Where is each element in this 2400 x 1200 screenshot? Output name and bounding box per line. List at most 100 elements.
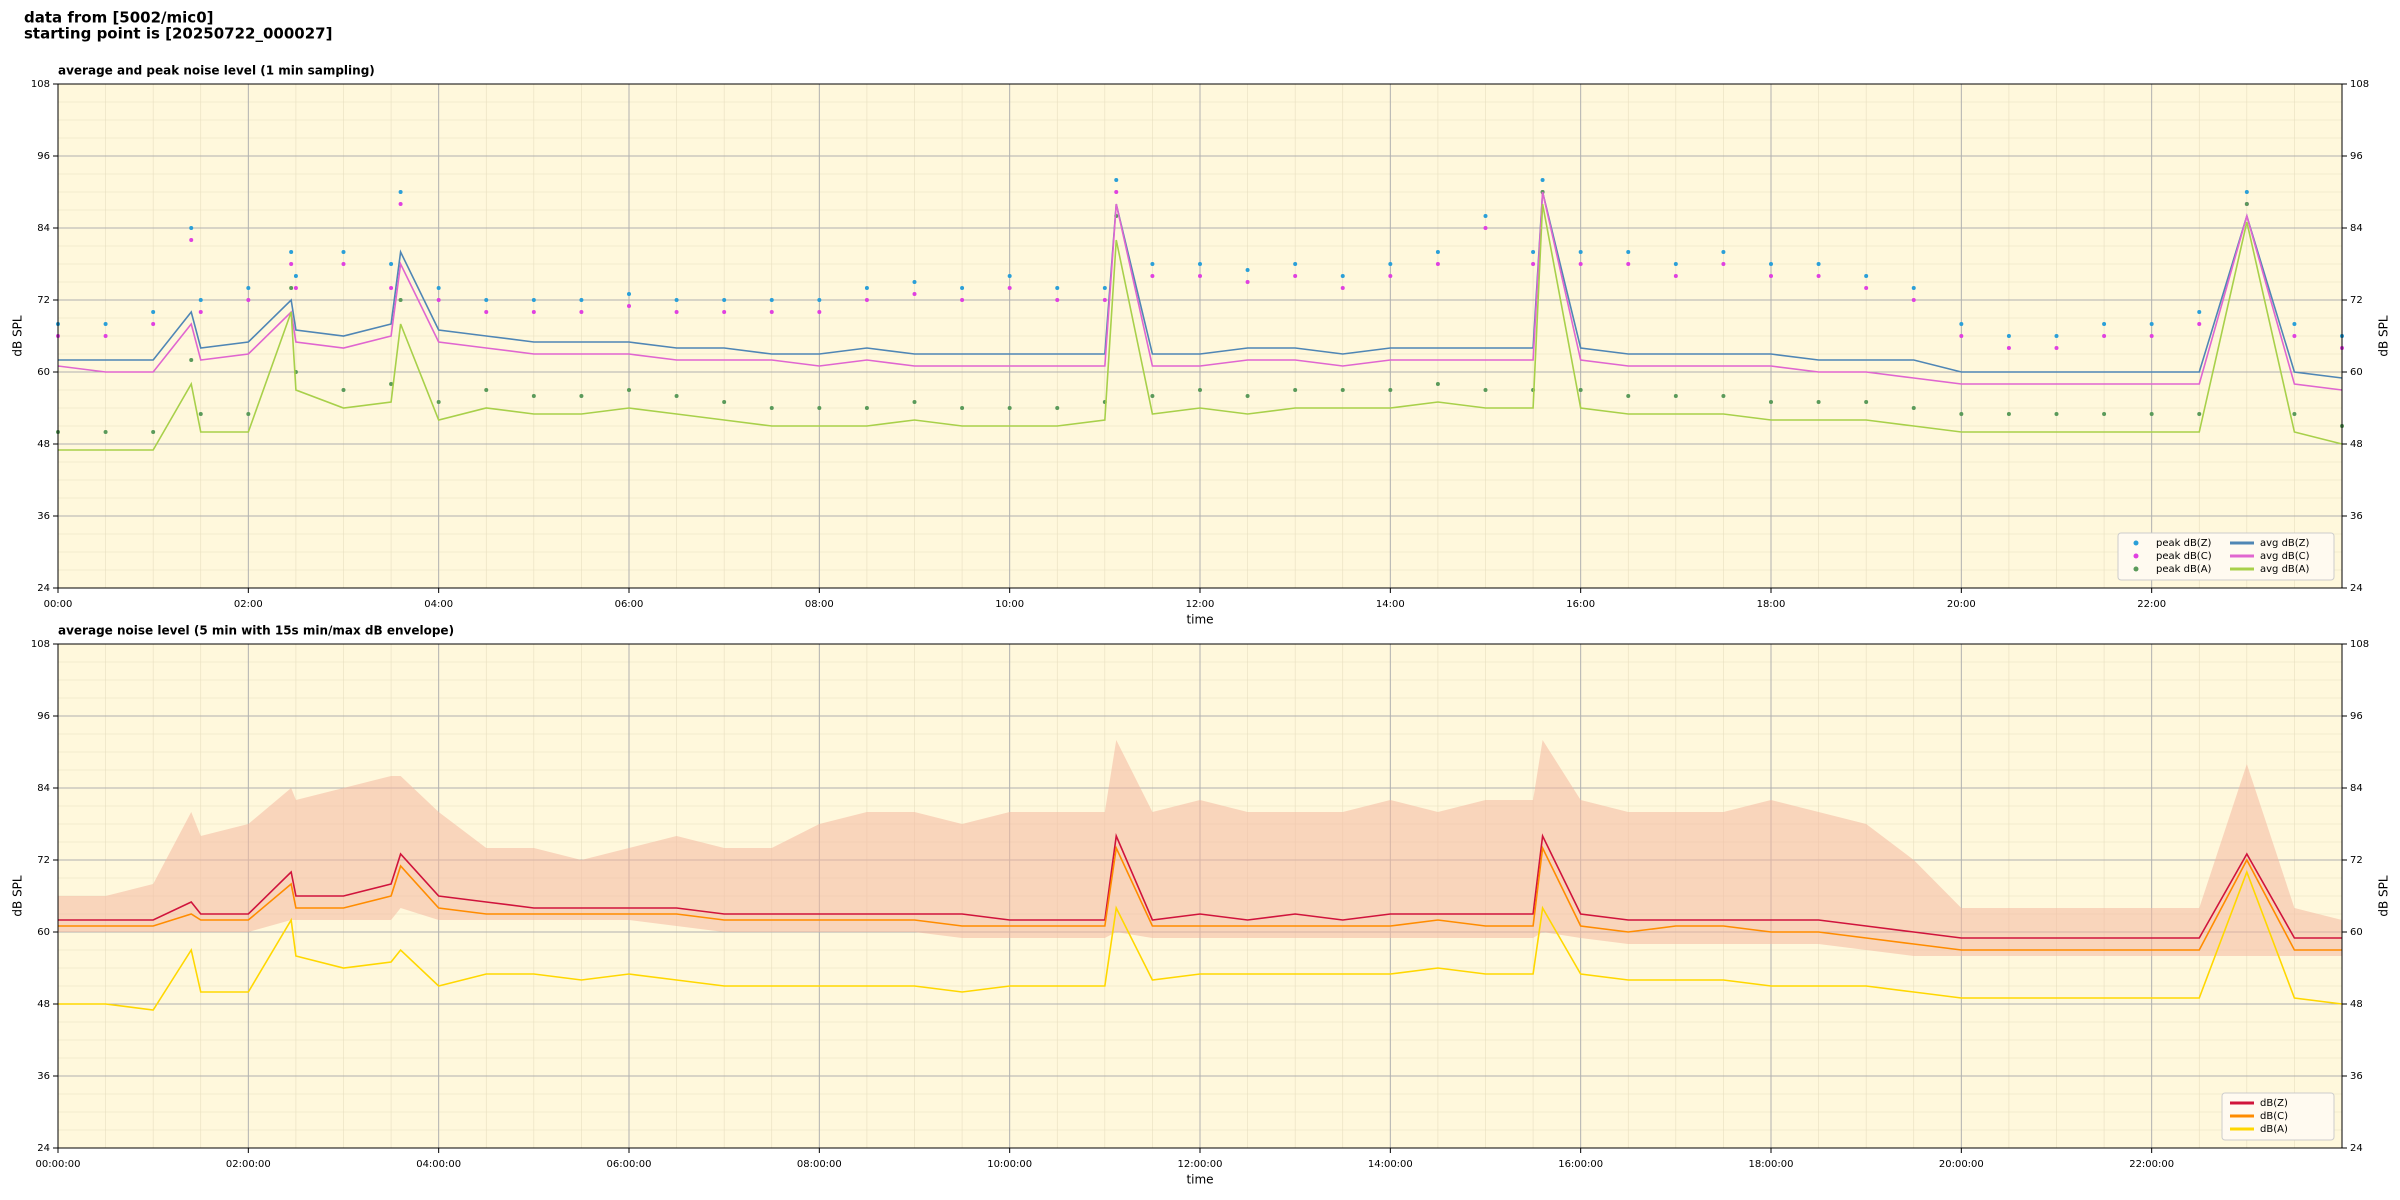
peak-point [1578, 262, 1583, 266]
peak-point [531, 394, 536, 398]
series-line [58, 869, 2343, 1011]
y-tick-label: 24 [2350, 1143, 2363, 1154]
peak-point [1911, 298, 1916, 302]
peak-point [579, 298, 584, 302]
peak-point [1340, 286, 1345, 290]
peak-point [389, 286, 394, 290]
peak-point [103, 334, 108, 338]
peak-point [912, 292, 917, 296]
peak-point [531, 310, 536, 314]
peak-point [398, 298, 403, 302]
peak-point [103, 322, 108, 326]
y-axis-label: dB SPL [2377, 315, 2391, 357]
peak-point [1864, 286, 1869, 290]
legend-label: peak dB(C) [2156, 551, 2212, 562]
peak-point [1102, 298, 1107, 302]
peak-point [198, 298, 203, 302]
peak-point [2197, 322, 2202, 326]
peak-point [1816, 274, 1821, 278]
peak-point [2292, 412, 2297, 416]
peak-point [1114, 178, 1119, 182]
x-tick-label: 08:00 [805, 599, 834, 610]
peak-point [1673, 274, 1678, 278]
peak-point [769, 406, 774, 410]
peak-point [151, 430, 156, 434]
y-tick-label: 72 [37, 855, 50, 866]
x-tick-label: 02:00:00 [226, 1159, 271, 1170]
y-tick-label: 108 [2350, 79, 2369, 90]
legend-label: peak dB(A) [2156, 564, 2212, 575]
y-tick-label: 72 [2350, 295, 2363, 306]
peak-point [1816, 400, 1821, 404]
plot [56, 178, 2344, 451]
series-line [58, 203, 2343, 451]
peak-point [1483, 388, 1488, 392]
y-axis-label: dB SPL [11, 315, 25, 357]
x-tick-label: 04:00:00 [416, 1159, 461, 1170]
series-line [58, 845, 2342, 951]
peak-point [1673, 394, 1678, 398]
x-tick-label: 14:00 [1376, 599, 1405, 610]
y-tick-label: 84 [37, 783, 50, 794]
peak-point [246, 286, 251, 290]
peak-point [1864, 400, 1869, 404]
peak-point [1245, 394, 1250, 398]
y-tick-label: 72 [2350, 855, 2363, 866]
peak-point [579, 394, 584, 398]
peak-point [1540, 178, 1545, 182]
peak-point [579, 310, 584, 314]
peak-point [189, 358, 194, 362]
y-tick-label: 96 [37, 711, 50, 722]
peak-point [484, 388, 489, 392]
peak-point [1911, 286, 1916, 290]
chart-title: average noise level (5 min with 15s min/… [58, 624, 454, 638]
peak-point [398, 202, 403, 206]
peak-point [1293, 388, 1298, 392]
y-tick-label: 108 [31, 79, 50, 90]
peak-point [769, 310, 774, 314]
legend-marker [2133, 540, 2139, 546]
peak-point [2292, 322, 2297, 326]
peak-point [1816, 262, 1821, 266]
y-tick-label: 36 [2350, 1071, 2363, 1082]
peak-point [2292, 334, 2297, 338]
peak-point [722, 310, 727, 314]
peak-point [293, 286, 298, 290]
series-line [58, 191, 2343, 379]
peak-point [2197, 310, 2202, 314]
peak-point [960, 406, 965, 410]
x-tick-label: 12:00:00 [1178, 1159, 1223, 1170]
peak-point [2006, 412, 2011, 416]
peak-point [1055, 286, 1060, 290]
peak-point [1007, 274, 1012, 278]
peak-point [341, 250, 346, 254]
peak-point [960, 298, 965, 302]
peak-point [398, 190, 403, 194]
peak-point [1007, 286, 1012, 290]
peak-point [2006, 334, 2011, 338]
peak-point [1388, 262, 1393, 266]
x-tick-label: 04:00 [424, 599, 453, 610]
peak-point [1721, 262, 1726, 266]
y-tick-label: 84 [2350, 223, 2363, 234]
y-tick-label: 48 [2350, 439, 2363, 450]
peak-point [1198, 388, 1202, 392]
peak-point [722, 298, 727, 302]
peak-point [1578, 388, 1583, 392]
peak-point [817, 310, 822, 314]
peak-point [1293, 274, 1298, 278]
y-tick-label: 108 [2350, 639, 2369, 650]
x-tick-label: 00:00:00 [36, 1159, 81, 1170]
peak-point [1673, 262, 1678, 266]
x-tick-label: 06:00:00 [607, 1159, 652, 1170]
envelope [58, 740, 2342, 956]
peak-point [1055, 298, 1060, 302]
peak-point [151, 310, 156, 314]
y-tick-label: 24 [37, 1143, 50, 1154]
peak-point [1150, 394, 1155, 398]
peak-point [2102, 322, 2107, 326]
x-tick-label: 08:00:00 [797, 1159, 842, 1170]
y-tick-label: 108 [31, 639, 50, 650]
y-tick-label: 84 [37, 223, 50, 234]
